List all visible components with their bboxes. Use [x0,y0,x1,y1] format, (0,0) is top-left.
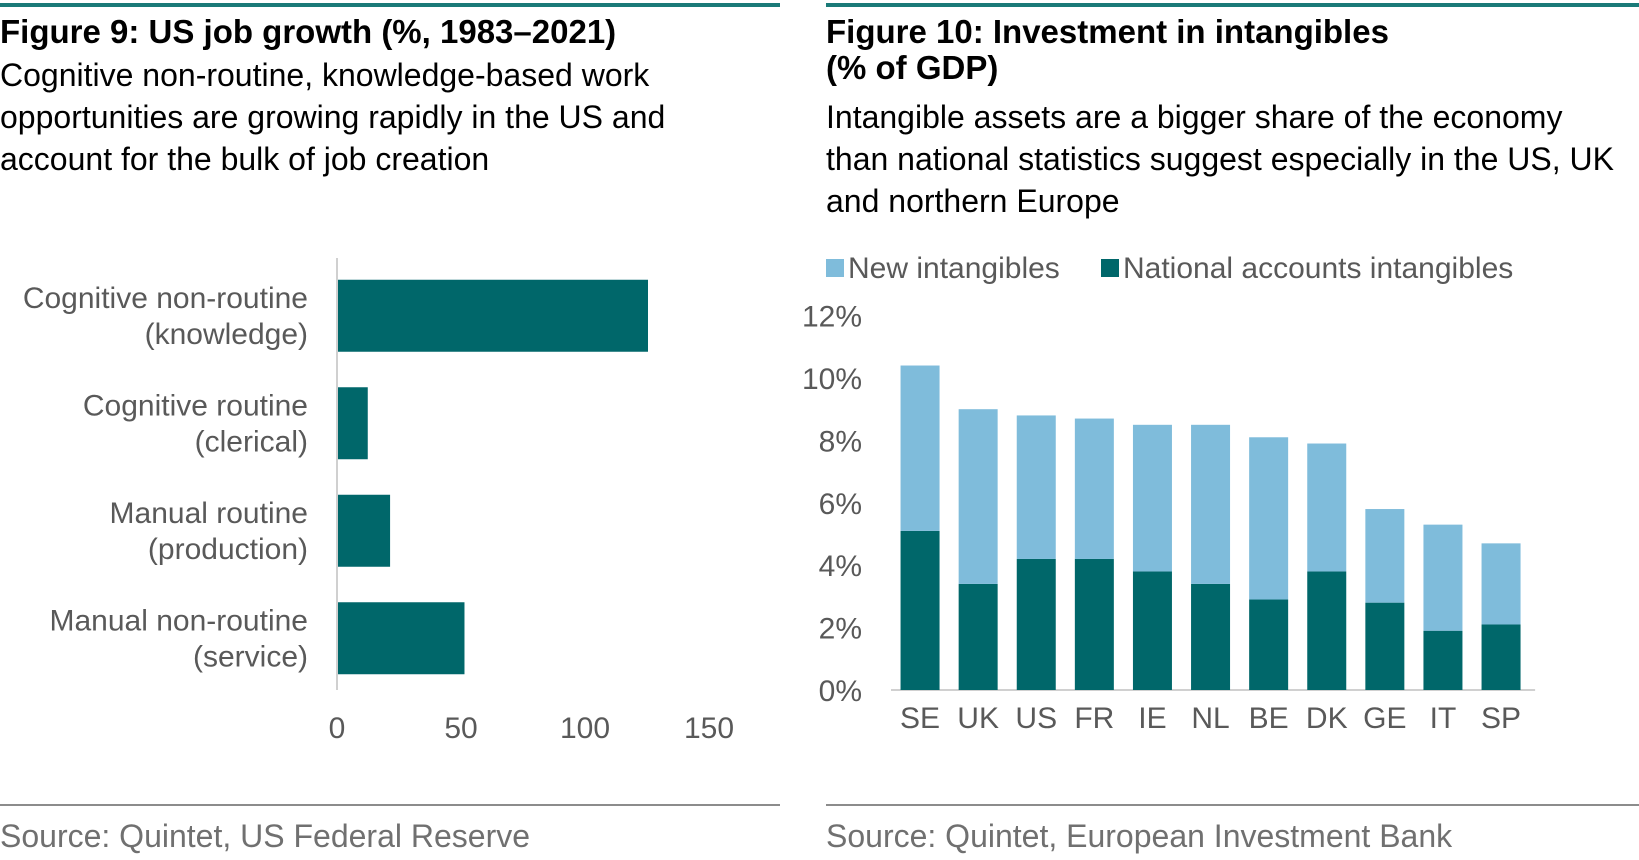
x-tick-label-3: 150 [684,712,734,745]
x-tick-label-5: NL [1191,702,1229,735]
bar-GE-series-0 [1365,602,1405,690]
figure-9-title: Figure 9: US job growth (%, 1983–2021) [0,13,617,50]
y-tick-label-4: 8% [819,425,862,458]
category-label-line: (production) [148,533,308,566]
bar-NL-series-1 [1191,424,1231,584]
figure-10-chart: New intangibles National accounts intangi… [802,252,1536,735]
legend-swatch-1 [1101,259,1119,277]
x-tick-label-10: SP [1481,702,1521,735]
x-tick-label-8: GE [1363,702,1406,735]
bar-BE-series-0 [1249,599,1289,690]
category-label-line: (service) [193,640,308,673]
bar-IE-series-1 [1132,424,1172,572]
figure-10-subtitle: Intangible assets are a bigger share of … [826,99,1614,219]
category-label-line: Cognitive non-routine [23,282,308,315]
bar-SP-series-1 [1481,543,1521,625]
bar-0 [338,279,648,352]
figure-9-source: Source: Quintet, US Federal Reserve [0,818,531,854]
y-tick-label-6: 12% [802,301,862,334]
bar-FR-series-1 [1074,418,1114,559]
x-tick-label-1: UK [957,702,999,735]
y-tick-label-0: 0% [819,675,862,708]
x-tick-label-2: US [1015,702,1057,735]
bar-IT-series-1 [1423,524,1463,631]
bar-FR-series-0 [1074,558,1114,690]
y-tick-label-5: 10% [802,363,862,396]
x-tick-label-7: DK [1306,702,1348,735]
x-tick-label-2: 100 [560,712,610,745]
bar-IT-series-0 [1423,630,1463,690]
bar-BE-series-1 [1249,437,1289,600]
figure-10-source: Source: Quintet, European Investment Ban… [826,818,1453,854]
y-tick-label-1: 2% [819,613,862,646]
y-tick-label-2: 4% [819,550,862,583]
category-label-line: Manual non-routine [49,604,308,637]
x-tick-label-6: BE [1249,702,1289,735]
bottom-rule [826,804,1639,806]
bar-SP-series-0 [1481,624,1521,690]
bar-IE-series-0 [1132,571,1172,690]
figure-9-panel: Figure 9: US job growth (%, 1983–2021) C… [0,0,780,860]
bar-2 [338,494,391,567]
x-tick-label-1: 50 [444,712,477,745]
x-tick-label-9: IT [1430,702,1457,735]
figure-10-title: Figure 10: Investment in intangibles (% … [826,13,1389,86]
x-tick-label-0: 0 [329,712,346,745]
bar-GE-series-1 [1365,509,1405,603]
figure-9-chart: Cognitive non-routine (knowledge)Cognitiv… [23,258,734,745]
legend-label-0: New intangibles [848,252,1060,285]
bar-US-series-1 [1016,415,1056,559]
category-label-2: Manual routine (production) [110,497,308,566]
y-tick-label-3: 6% [819,488,862,521]
bar-UK-series-0 [958,583,998,690]
category-label-3: Manual non-routine (service) [49,604,308,673]
bar-UK-series-1 [958,409,998,584]
category-label-0: Cognitive non-routine (knowledge) [23,282,308,351]
bar-US-series-0 [1016,558,1056,690]
bar-SE-series-0 [900,530,940,690]
legend-label-1: National accounts intangibles [1123,252,1513,285]
bar-3 [338,602,465,675]
bar-SE-series-1 [900,365,940,531]
bar-NL-series-0 [1191,583,1231,690]
bar-DK-series-1 [1307,443,1347,572]
x-tick-label-0: SE [900,702,940,735]
legend-swatch-0 [826,259,844,277]
category-label-line: (clerical) [195,425,308,458]
top-rule [826,3,1639,7]
bar-DK-series-0 [1307,571,1347,690]
bottom-rule [0,804,780,806]
x-tick-label-4: IE [1138,702,1166,735]
x-tick-label-3: FR [1074,702,1114,735]
category-label-line: (knowledge) [145,318,308,351]
category-label-1: Cognitive routine (clerical) [83,389,308,458]
top-rule [0,3,780,7]
figure-10-panel: Figure 10: Investment in intangibles (% … [802,0,1639,860]
bar-1 [338,387,368,460]
category-label-line: Manual routine [110,497,308,530]
category-label-line: Cognitive routine [83,389,308,422]
figure-9-subtitle: Cognitive non-routine, knowledge-based w… [0,57,666,177]
